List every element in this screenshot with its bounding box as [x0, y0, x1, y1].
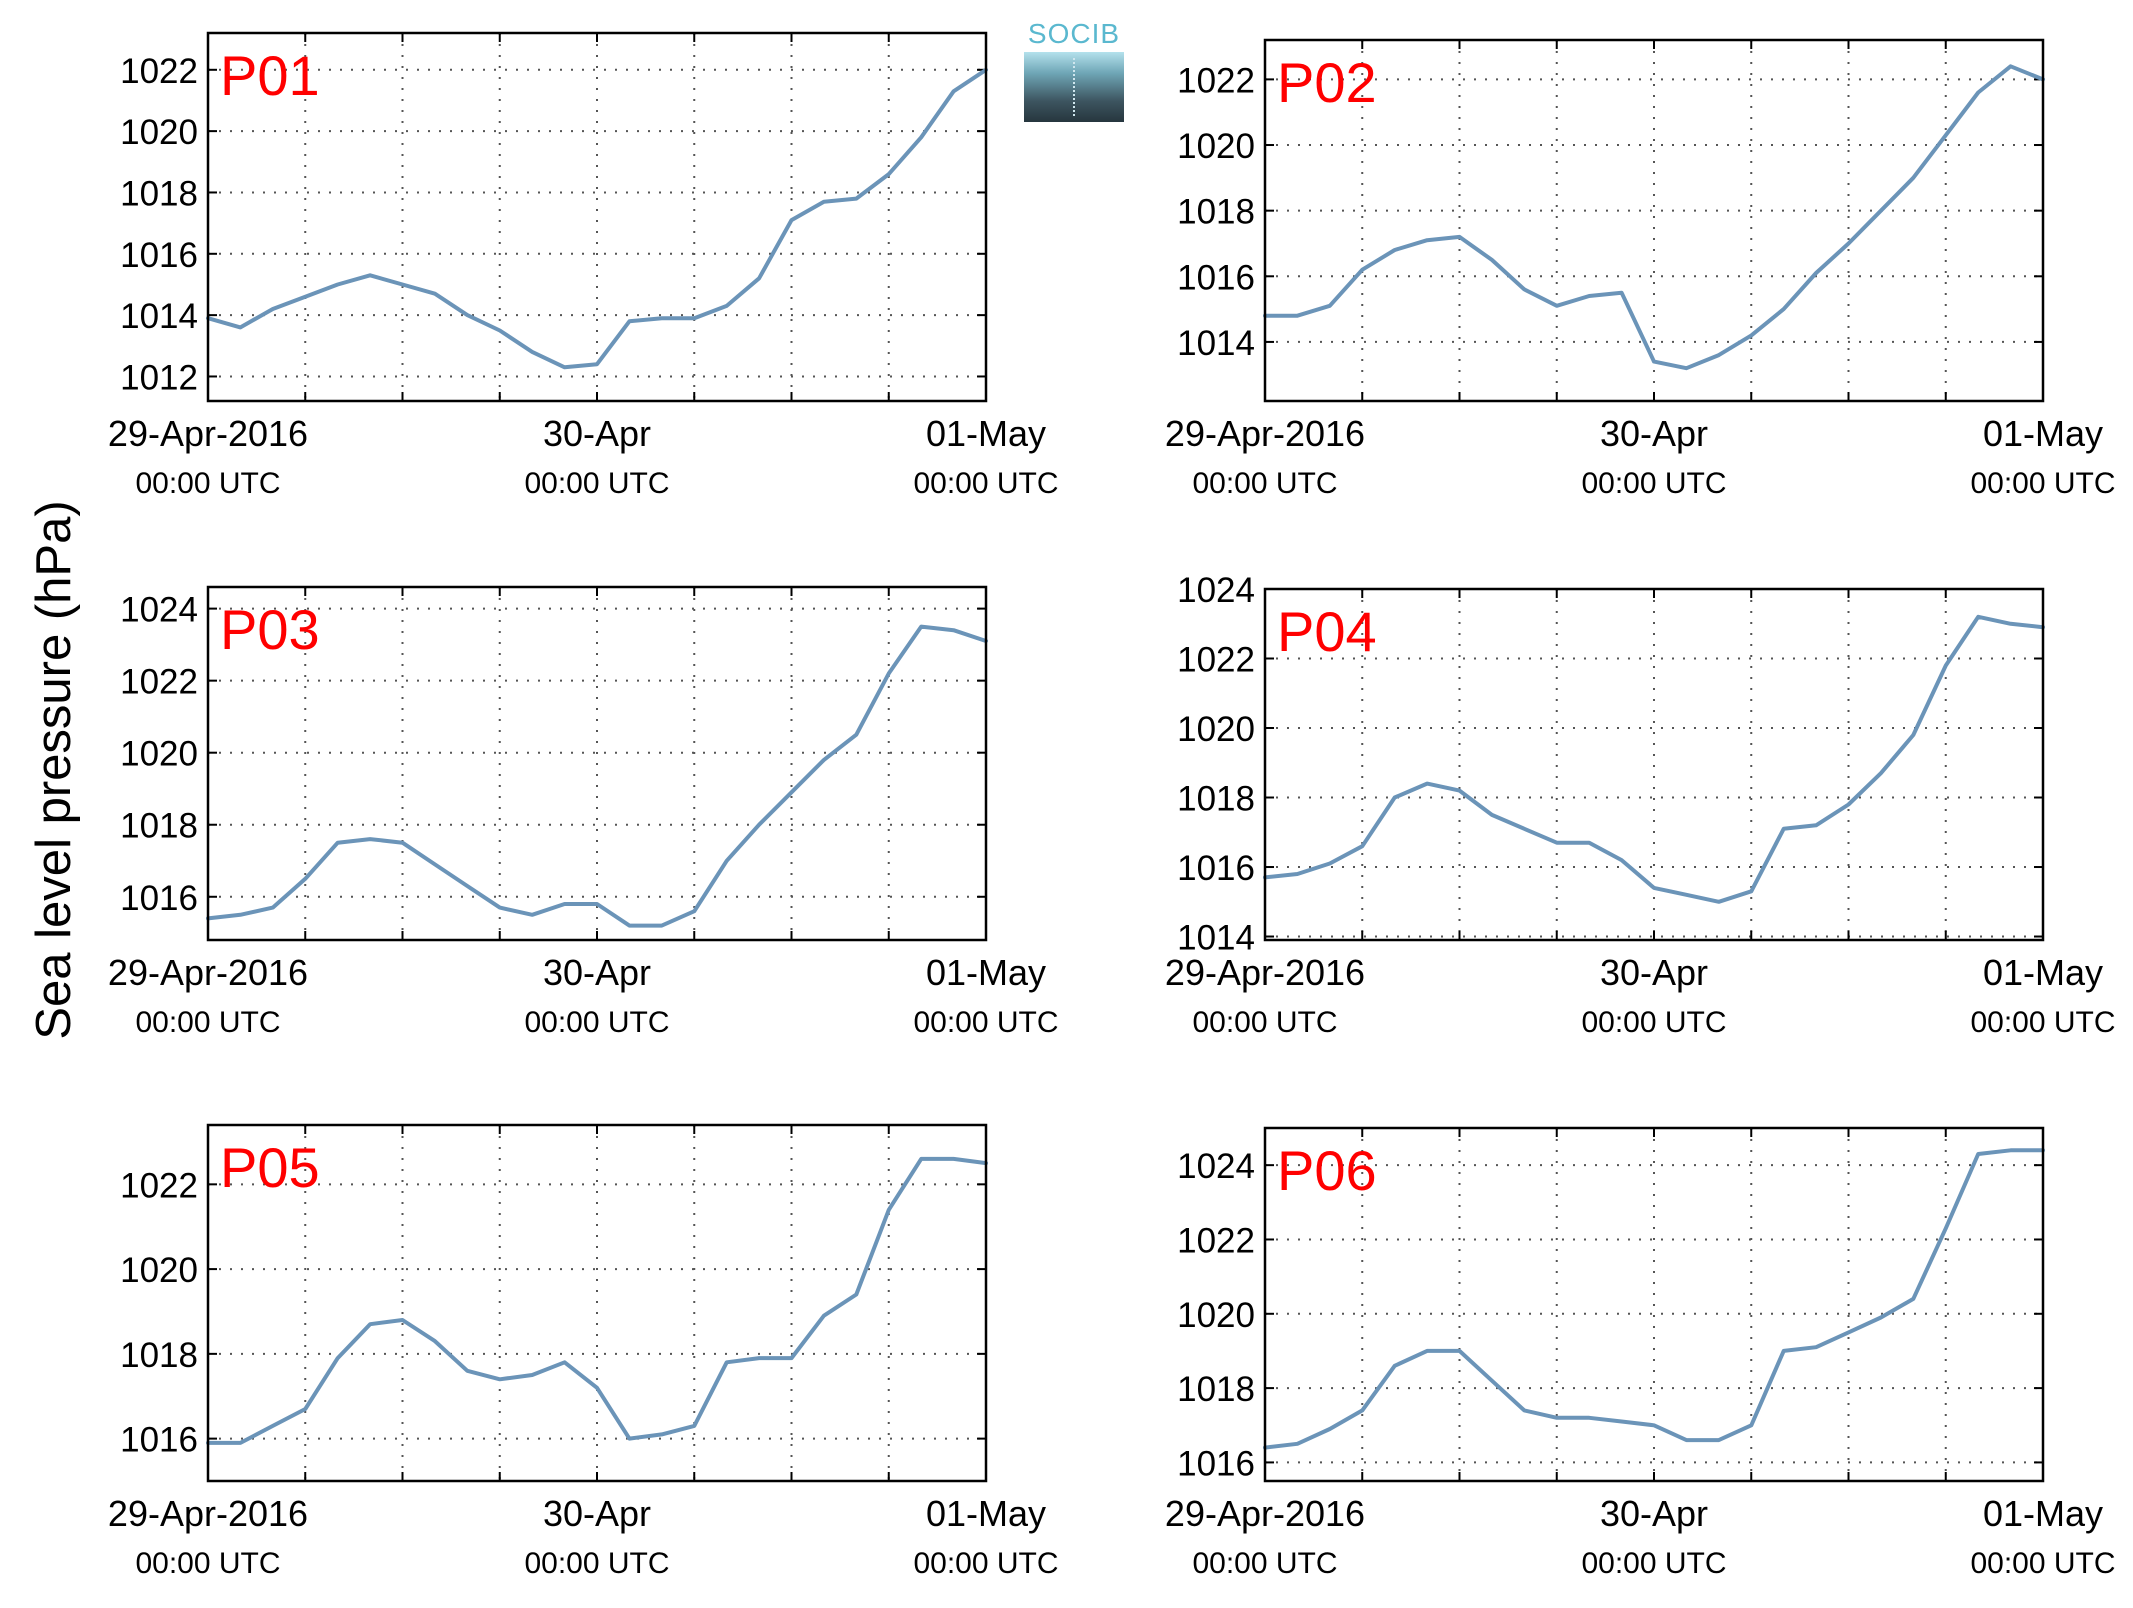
y-tick-label: 1020 [1177, 710, 1255, 749]
x-tick-label-time: 00:00 UTC [1970, 467, 2115, 500]
plot-frame [206, 1123, 988, 1483]
x-tick-label-date: 30-Apr [543, 1493, 651, 1534]
plot-area [1265, 589, 2043, 940]
x-tick-label-date: 01-May [926, 952, 1046, 993]
x-tick-label-date: 01-May [1983, 952, 2103, 993]
x-tick-label-time: 00:00 UTC [1581, 467, 1726, 500]
y-tick-label: 1020 [120, 735, 198, 774]
y-tick-label: 1024 [1177, 571, 1255, 610]
x-tick-label-time: 00:00 UTC [1581, 1006, 1726, 1039]
y-tick-label: 1018 [120, 807, 198, 846]
x-tick-label-date: 01-May [926, 413, 1046, 454]
y-tick-label: 1016 [1177, 1444, 1255, 1483]
x-tick-label-date: 30-Apr [1600, 413, 1708, 454]
y-tick-label: 1020 [120, 113, 198, 152]
station-label-p04: P04 [1277, 600, 1377, 663]
y-tick-label: 1014 [120, 297, 198, 336]
x-tick-label-date: 30-Apr [543, 413, 651, 454]
y-tick-label: 1020 [120, 1251, 198, 1290]
pressure-line-p03 [206, 624, 988, 928]
y-tick-label: 1014 [1177, 324, 1255, 363]
x-tick-label-time: 00:00 UTC [1192, 467, 1337, 500]
plot-frame [1263, 38, 2045, 403]
station-label-p03: P03 [220, 598, 320, 661]
y-tick-label: 1016 [120, 1421, 198, 1460]
station-label-p02: P02 [1277, 51, 1377, 114]
y-tick-label: 1018 [1177, 1370, 1255, 1409]
y-tick-label: 1022 [120, 663, 198, 702]
x-tick-label-time: 00:00 UTC [135, 467, 280, 500]
y-tick-label: 1018 [1177, 780, 1255, 819]
x-tick-label-date: 01-May [1983, 1493, 2103, 1534]
x-tick-label-date: 30-Apr [543, 952, 651, 993]
pressure-line-p04 [1263, 614, 2045, 904]
socib-logo-dots [1073, 58, 1075, 116]
panel-p01: 1012 1014 1016 1018 1020 1022 29-Apr-2016 00:00… [108, 31, 1059, 500]
x-tick-label-time: 00:00 UTC [135, 1006, 280, 1039]
plot-area [208, 33, 986, 401]
x-tick-label-time: 00:00 UTC [913, 1547, 1058, 1580]
station-label-p05: P05 [220, 1136, 320, 1199]
plot-frame [206, 31, 988, 403]
x-tick-label-time: 00:00 UTC [524, 1547, 669, 1580]
y-tick-label: 1022 [120, 52, 198, 91]
y-tick-label: 1018 [120, 1336, 198, 1375]
y-tick-label: 1014 [1177, 919, 1255, 958]
pressure-line-p01 [206, 67, 988, 370]
x-tick-label-time: 00:00 UTC [1192, 1006, 1337, 1039]
y-tick-label: 1020 [1177, 1296, 1255, 1335]
y-tick-label: 1016 [120, 236, 198, 275]
y-tick-label: 1022 [1177, 1221, 1255, 1260]
plot-frame [1263, 587, 2045, 942]
x-tick-label-time: 00:00 UTC [1581, 1547, 1726, 1580]
x-tick-label-date: 29-Apr-2016 [108, 1493, 308, 1534]
y-axis-label: Sea level pressure (hPa) [27, 500, 81, 1039]
plot-area [1265, 40, 2043, 401]
station-label-p06: P06 [1277, 1139, 1377, 1202]
x-tick-label-time: 00:00 UTC [1970, 1547, 2115, 1580]
y-tick-label: 1022 [1177, 641, 1255, 680]
x-tick-label-time: 00:00 UTC [524, 1006, 669, 1039]
x-tick-label-time: 00:00 UTC [913, 1006, 1058, 1039]
socib-logo: SOCIB [1024, 18, 1124, 122]
panel-p03: 1016 1018 1020 1022 1024 29-Apr-2016 00:00 UTC… [108, 585, 1059, 1039]
pressure-line-p05 [206, 1156, 988, 1445]
panel-p02: 1014 1016 1018 1020 1022 29-Apr-2016 00:00 UTC… [1165, 38, 2116, 500]
x-tick-label-date: 29-Apr-2016 [1165, 952, 1365, 993]
panel-p06: 1016 1018 1020 1022 1024 29-Apr-2016 00:00 UTC… [1165, 1126, 2116, 1580]
x-tick-label-date: 01-May [926, 1493, 1046, 1534]
plot-frame [1263, 1126, 2045, 1483]
y-tick-label: 1016 [1177, 258, 1255, 297]
x-tick-label-date: 30-Apr [1600, 952, 1708, 993]
x-tick-label-date: 29-Apr-2016 [1165, 413, 1365, 454]
x-tick-label-time: 00:00 UTC [1970, 1006, 2115, 1039]
x-tick-label-time: 00:00 UTC [913, 467, 1058, 500]
x-tick-label-time: 00:00 UTC [1192, 1547, 1337, 1580]
y-tick-label: 1020 [1177, 127, 1255, 166]
x-tick-label-time: 00:00 UTC [524, 467, 669, 500]
x-tick-label-date: 29-Apr-2016 [108, 413, 308, 454]
pressure-line-p02 [1263, 64, 2045, 371]
y-tick-label: 1022 [120, 1166, 198, 1205]
y-tick-label: 1016 [120, 879, 198, 918]
pressure-line-p06 [1263, 1148, 2045, 1450]
panel-p04: 1014 1016 1018 1020 1022 1024 29-Apr-2016 00:00… [1165, 571, 2116, 1039]
y-tick-label: 1016 [1177, 849, 1255, 888]
y-tick-label: 1024 [120, 591, 198, 630]
socib-logo-text: SOCIB [1027, 18, 1121, 49]
y-tick-label: 1024 [1177, 1147, 1255, 1186]
x-tick-label-date: 01-May [1983, 413, 2103, 454]
station-label-p01: P01 [220, 44, 320, 107]
x-tick-label-date: 30-Apr [1600, 1493, 1708, 1534]
y-tick-label: 1022 [1177, 61, 1255, 100]
x-tick-label-time: 00:00 UTC [135, 1547, 280, 1580]
y-tick-label: 1018 [120, 174, 198, 213]
y-tick-label: 1012 [120, 358, 198, 397]
y-tick-label: 1018 [1177, 193, 1255, 232]
plot-frame [206, 585, 988, 942]
panel-p05: 1016 1018 1020 1022 29-Apr-2016 00:00 UTC 30-A… [108, 1123, 1059, 1580]
x-tick-label-date: 29-Apr-2016 [1165, 1493, 1365, 1534]
x-tick-label-date: 29-Apr-2016 [108, 952, 308, 993]
